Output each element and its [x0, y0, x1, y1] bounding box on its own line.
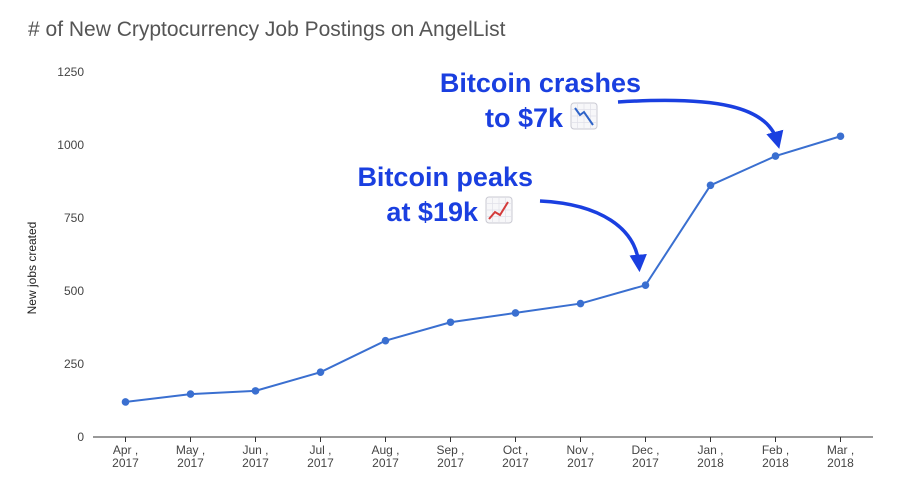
- x-tick-label: Apr , 2017: [112, 443, 139, 470]
- series-new-jobs: [121, 132, 845, 406]
- data-point: [511, 309, 520, 317]
- y-tick-label: 500: [64, 284, 84, 298]
- annotation: Bitcoin crashes to $7k: [440, 68, 784, 149]
- data-point: [576, 299, 585, 308]
- chart-decreasing-emoji: [570, 102, 598, 130]
- x-tick-label: Mar , 2018: [827, 443, 854, 470]
- annotation-line: at $19k: [386, 197, 479, 227]
- x-axis: Apr , 2017 May , 2017 Jun , 2017 Jul , 2017 Aug …: [93, 436, 873, 470]
- x-tick-label: Sep , 2017: [436, 443, 464, 470]
- y-tick-label: 0: [77, 430, 84, 444]
- y-tick-label: 250: [64, 357, 84, 371]
- annotation-arrow: [539, 199, 647, 273]
- annotation-line: to $7k: [485, 103, 564, 133]
- data-point: [771, 152, 780, 160]
- y-axis-label: New jobs created: [25, 222, 39, 315]
- annotation: Bitcoin peaks at $19k: [357, 162, 647, 273]
- data-point: [381, 336, 390, 345]
- x-tick-label: Jan , 2018: [697, 443, 724, 470]
- data-point: [446, 318, 455, 327]
- x-tick-label: Feb , 2018: [762, 443, 789, 470]
- x-tick-label: Aug , 2017: [371, 443, 399, 470]
- y-tick-label: 750: [64, 211, 84, 225]
- annotations: Bitcoin peaks at $19k Bitcoin crashes to $7…: [357, 68, 784, 273]
- y-axis: 0 250 500 750 1000 1250: [57, 65, 84, 444]
- data-point: [706, 181, 715, 190]
- data-point: [251, 387, 260, 395]
- data-point: [641, 281, 650, 289]
- x-tick-label: Nov , 2017: [566, 443, 594, 470]
- chart-increasing-emoji: [485, 196, 513, 224]
- y-tick-label: 1250: [57, 65, 84, 79]
- data-point: [186, 390, 195, 398]
- y-tick-label: 1000: [57, 138, 84, 152]
- annotation-line: Bitcoin crashes: [440, 68, 641, 98]
- annotation-arrow: [617, 98, 784, 149]
- data-point: [836, 132, 845, 141]
- x-tick-label: May , 2017: [176, 443, 205, 470]
- data-point: [121, 398, 130, 406]
- x-tick-label: Oct , 2017: [502, 443, 529, 470]
- annotation-line: Bitcoin peaks: [357, 162, 533, 192]
- x-tick-label: Dec , 2017: [631, 443, 659, 470]
- x-tick-label: Jul , 2017: [307, 443, 334, 470]
- chart-title: # of New Cryptocurrency Job Postings on …: [28, 18, 506, 41]
- series-line: [125, 135, 841, 403]
- data-point: [316, 368, 325, 376]
- x-tick-label: Jun , 2017: [242, 443, 269, 470]
